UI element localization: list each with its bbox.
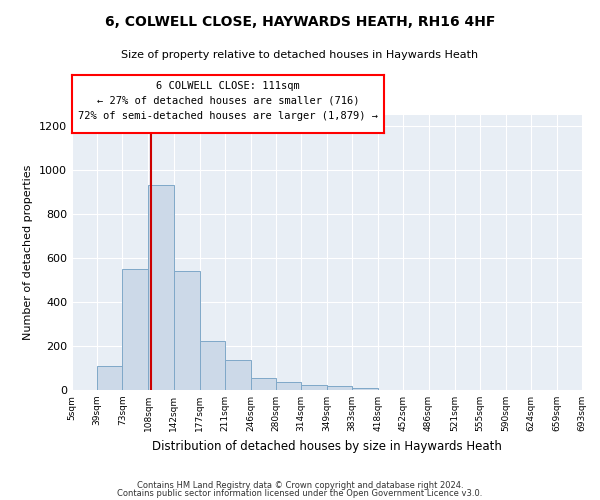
- Y-axis label: Number of detached properties: Number of detached properties: [23, 165, 34, 340]
- Bar: [199, 340, 225, 390]
- Text: Contains HM Land Registry data © Crown copyright and database right 2024.: Contains HM Land Registry data © Crown c…: [137, 480, 463, 490]
- Bar: [251, 378, 276, 390]
- Text: Size of property relative to detached houses in Haywards Heath: Size of property relative to detached ho…: [121, 50, 479, 60]
- X-axis label: Distribution of detached houses by size in Haywards Heath: Distribution of detached houses by size …: [152, 440, 502, 452]
- Bar: [122, 269, 148, 390]
- Bar: [352, 388, 378, 390]
- Bar: [327, 386, 352, 390]
- Bar: [173, 271, 199, 390]
- Bar: [148, 186, 173, 390]
- Bar: [276, 382, 301, 390]
- Bar: [97, 366, 122, 390]
- Text: 6, COLWELL CLOSE, HAYWARDS HEATH, RH16 4HF: 6, COLWELL CLOSE, HAYWARDS HEATH, RH16 4…: [105, 15, 495, 29]
- Bar: [301, 384, 327, 390]
- Text: Contains public sector information licensed under the Open Government Licence v3: Contains public sector information licen…: [118, 489, 482, 498]
- Bar: [225, 360, 251, 390]
- Text: 6 COLWELL CLOSE: 111sqm
← 27% of detached houses are smaller (716)
72% of semi-d: 6 COLWELL CLOSE: 111sqm ← 27% of detache…: [78, 81, 378, 120]
